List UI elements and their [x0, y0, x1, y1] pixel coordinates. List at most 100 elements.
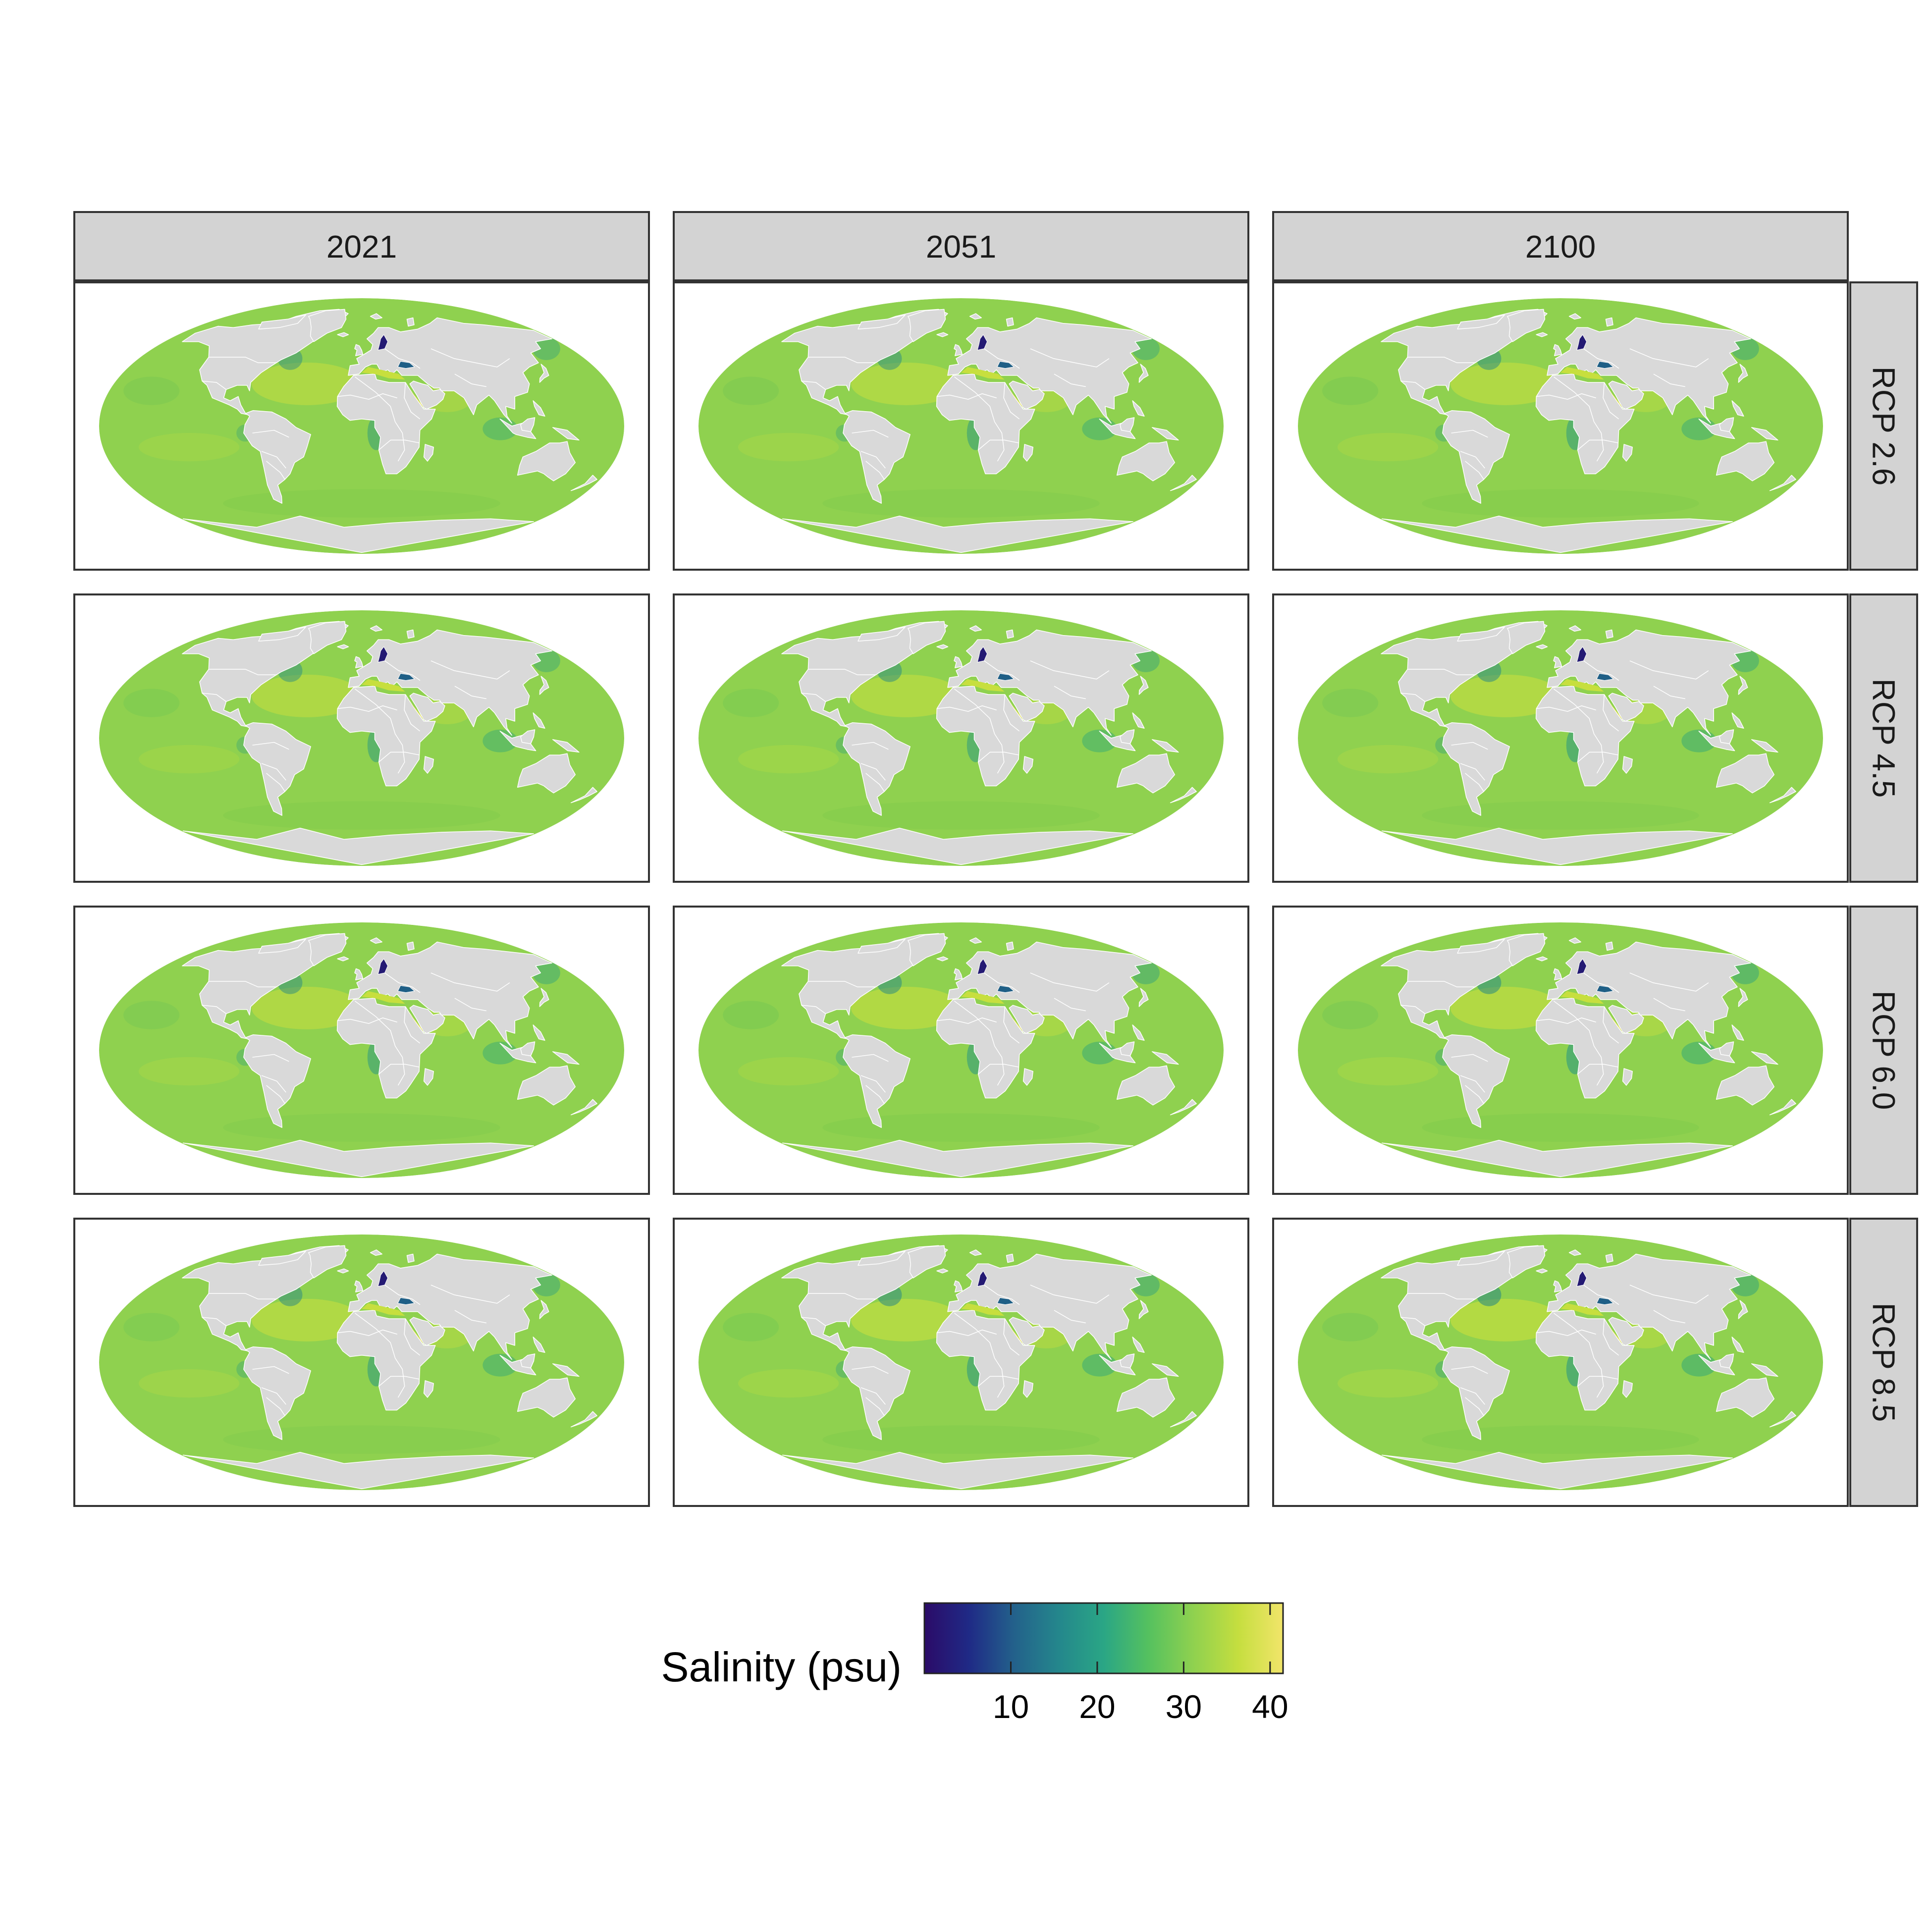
land-iceland — [936, 1268, 949, 1274]
land-uk — [954, 1280, 963, 1292]
column-strips: 2021 2051 2100 — [73, 211, 1849, 281]
land-newZealand — [1769, 1099, 1796, 1116]
land-newGuinea — [1151, 739, 1179, 753]
map-panel — [673, 1218, 1249, 1507]
land-novayaZemlya — [406, 317, 415, 327]
land-newZealand — [1769, 1411, 1796, 1428]
red-sea — [1007, 698, 1023, 720]
land-svalbard — [370, 625, 382, 632]
black-sea — [997, 985, 1015, 993]
land-iceland — [936, 332, 949, 337]
map-panel — [1272, 281, 1849, 571]
land-greenland — [908, 933, 946, 966]
land-svalbard — [370, 937, 382, 944]
land-madagascar — [423, 1068, 434, 1086]
land-borneo — [1120, 1041, 1135, 1057]
land-philippines — [1731, 1337, 1744, 1353]
land-australia — [1116, 1377, 1176, 1418]
land-newZealand — [570, 475, 597, 491]
map-panel — [73, 906, 650, 1195]
black-sea — [997, 673, 1015, 681]
land-borneo — [1719, 1353, 1734, 1369]
land-svalbard — [1568, 937, 1581, 944]
mediterranean-sea — [1560, 367, 1604, 380]
land-novayaZemlya — [1605, 941, 1613, 951]
land-northAmerica — [1381, 1245, 1548, 1352]
land-uk — [354, 1280, 364, 1292]
land-northAmerica — [182, 309, 349, 416]
mediterranean-sea — [362, 1303, 405, 1316]
land-eurasia — [1547, 317, 1751, 424]
land-northAmerica — [1381, 933, 1548, 1040]
colorbar-tick-label: 40 — [1252, 1688, 1288, 1725]
land-japan — [1738, 988, 1748, 1007]
land-newGuinea — [1751, 1363, 1778, 1377]
land-australia — [1716, 753, 1775, 794]
land-newZealand — [1170, 475, 1197, 491]
column-strip: 2100 — [1272, 211, 1849, 281]
land-canadaIslands — [858, 315, 906, 329]
map-panel — [73, 1218, 650, 1507]
row-label: RCP 8.5 — [1866, 1303, 1902, 1422]
land-eurasia — [947, 1253, 1152, 1360]
red-sea — [407, 1323, 424, 1344]
land-japan — [1738, 1300, 1748, 1319]
row-label: RCP 4.5 — [1866, 679, 1902, 798]
land-borneo — [1719, 729, 1734, 745]
land-canadaIslands — [258, 1251, 306, 1266]
row-strip: RCP 8.5 — [1849, 1218, 1918, 1507]
map-panel — [673, 906, 1249, 1195]
land-newGuinea — [1751, 1051, 1778, 1065]
land-japan — [1138, 364, 1149, 383]
row-label: RCP 6.0 — [1866, 991, 1902, 1110]
map-panel — [673, 593, 1249, 883]
baltic-sea — [1576, 646, 1587, 663]
black-sea — [1596, 985, 1614, 993]
land-antarctica — [182, 1139, 534, 1178]
land-africa — [336, 374, 436, 475]
land-africa — [936, 1310, 1035, 1411]
land-newZealand — [1769, 475, 1796, 491]
land-borneo — [520, 1041, 536, 1057]
land-newZealand — [570, 787, 597, 804]
land-philippines — [1132, 400, 1145, 417]
land-newGuinea — [1751, 427, 1778, 441]
baltic-sea — [1576, 334, 1587, 351]
land-australia — [1116, 1065, 1176, 1106]
land-eurasia — [947, 629, 1152, 736]
land-madagascar — [1022, 444, 1033, 462]
land-canadaIslands — [858, 627, 906, 642]
land-africa — [936, 686, 1035, 787]
land-novayaZemlya — [1605, 629, 1613, 639]
land-philippines — [533, 1337, 545, 1353]
land-northAmerica — [781, 933, 948, 1040]
land-northAmerica — [781, 621, 948, 728]
land-newZealand — [1769, 787, 1796, 804]
land-antarctica — [182, 827, 534, 865]
land-philippines — [1132, 1024, 1145, 1041]
land-madagascar — [1622, 756, 1633, 774]
baltic-sea — [977, 646, 988, 663]
land-eurasia — [348, 1253, 552, 1360]
land-eurasia — [348, 629, 552, 736]
mediterranean-sea — [961, 991, 1005, 1004]
colorbar-tick-label: 20 — [1079, 1688, 1115, 1725]
black-sea — [997, 361, 1015, 369]
land-australia — [517, 1377, 576, 1418]
land-uk — [1553, 968, 1562, 980]
baltic-sea — [377, 958, 388, 975]
land-antarctica — [1381, 827, 1733, 865]
land-canadaIslands — [1457, 1251, 1505, 1266]
land-newGuinea — [1151, 1363, 1179, 1377]
land-novayaZemlya — [1006, 941, 1014, 951]
land-newZealand — [1170, 787, 1197, 804]
land-africa — [1535, 998, 1635, 1099]
land-newGuinea — [1151, 427, 1179, 441]
land-madagascar — [423, 444, 434, 462]
land-svalbard — [1568, 625, 1581, 632]
mediterranean-sea — [961, 367, 1005, 380]
land-iceland — [337, 332, 349, 337]
land-uk — [354, 656, 364, 668]
black-sea — [1596, 1297, 1614, 1305]
